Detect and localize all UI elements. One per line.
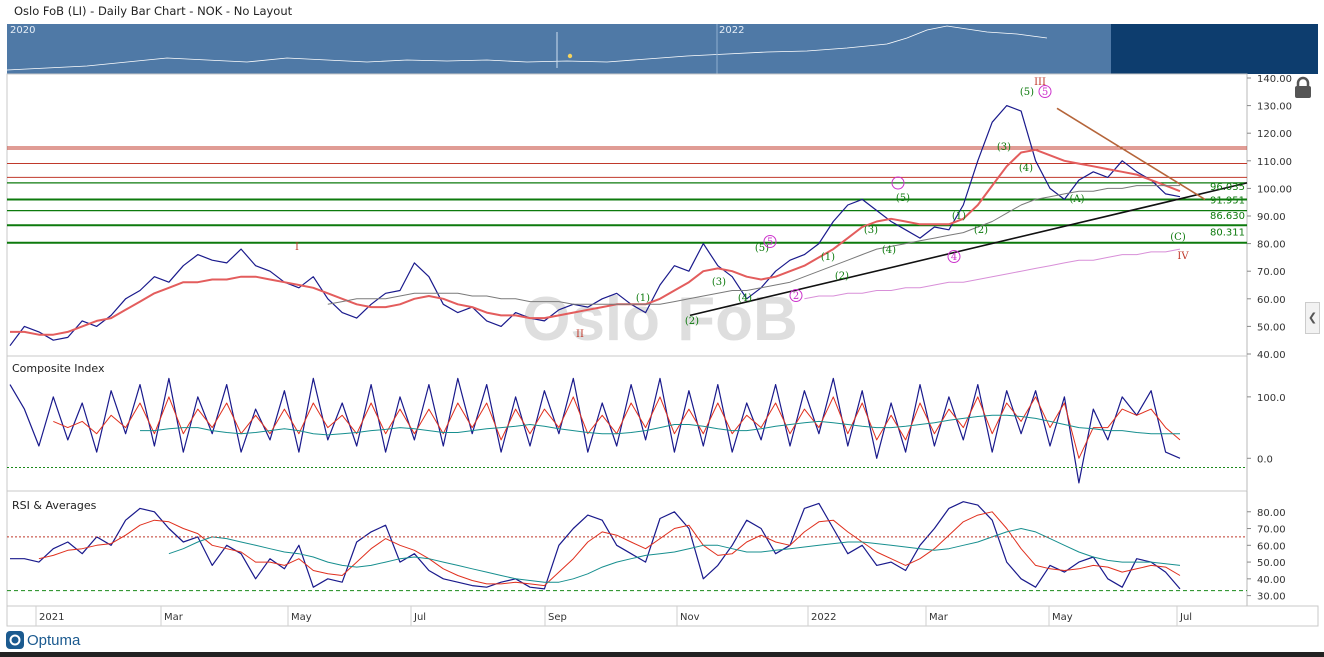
status-bar <box>0 652 1324 657</box>
x-tick-label: 2022 <box>811 612 836 623</box>
y-tick-label: 70.00 <box>1257 267 1286 278</box>
composite-series-line <box>9 377 1181 484</box>
wave-label: (2) <box>835 271 849 282</box>
wave-label: (3) <box>712 277 726 288</box>
optuma-logo-icon <box>6 631 24 649</box>
wave-label: (1) <box>821 252 835 263</box>
wave-label: (1) <box>952 211 966 222</box>
price-series-line <box>804 248 1181 300</box>
wave-circle <box>891 176 905 190</box>
wave-label: 5 <box>767 237 773 248</box>
x-tick-label: Jul <box>1179 612 1192 623</box>
level-label: 80.311 <box>1210 227 1245 238</box>
wave-label: (4) <box>738 293 752 304</box>
wave-label: (3) <box>997 142 1011 153</box>
y-tick-label: 130.00 <box>1257 102 1292 113</box>
rsi-series-line <box>10 501 1181 590</box>
wave-circle <box>789 289 803 302</box>
wave-label: (3) <box>864 225 878 236</box>
rsi-series-line <box>168 528 1181 583</box>
navigator-sparkline <box>7 24 1048 74</box>
downtrend-line <box>1056 107 1206 201</box>
composite-series-line <box>140 414 1180 436</box>
y-tick-label: 70.00 <box>1257 525 1286 536</box>
trendlines <box>689 107 1248 317</box>
y-tick-label: 140.00 <box>1257 74 1292 85</box>
panel-frame <box>6 490 1248 607</box>
navigator-year-2020: 2020 <box>10 25 36 36</box>
y-tick-label: 60.00 <box>1257 295 1286 306</box>
price-series-line <box>9 104 1181 347</box>
lock-icon[interactable] <box>1291 76 1315 100</box>
navigator-window[interactable] <box>1111 24 1318 74</box>
wave-label: 5 <box>1042 87 1048 98</box>
uptrend-line <box>689 182 1248 317</box>
x-tick-label: Nov <box>680 612 700 623</box>
rsi-title: RSI & Averages <box>12 499 97 512</box>
wave-label: (2) <box>685 316 699 327</box>
x-tick-label: Mar <box>164 612 184 623</box>
brand-logo: Optuma <box>6 631 80 649</box>
y-tick-label: 120.00 <box>1257 129 1292 140</box>
composite-series-line <box>53 396 1181 459</box>
x-tick-label: Mar <box>929 612 949 623</box>
wave-label: (5) <box>755 243 769 254</box>
y-tick-label: 90.00 <box>1257 212 1286 223</box>
wave-label: 4 <box>951 252 957 263</box>
wave-label: (5) <box>1020 87 1034 98</box>
x-tick-label: May <box>1052 612 1073 623</box>
x-tick-label: May <box>291 612 312 623</box>
wave-label: (2) <box>974 225 988 236</box>
y-tick-label: 60.00 <box>1257 541 1286 552</box>
price-series-line <box>327 185 1180 305</box>
wave-label: (4) <box>1019 163 1033 174</box>
y-tick-label: 40.00 <box>1257 350 1286 361</box>
x-axis-frame <box>6 605 1319 627</box>
wave-label: III <box>1034 77 1046 88</box>
y-tick-label: 0.0 <box>1257 454 1273 465</box>
y-tick-label: 40.00 <box>1257 575 1286 586</box>
level-label: 96.035 <box>1210 182 1245 193</box>
wave-label: (A) <box>1069 194 1084 205</box>
wave-circle <box>763 235 777 248</box>
x-tick-label: Sep <box>548 612 567 623</box>
rsi-series-line <box>38 511 1181 587</box>
x-tick-label: 2021 <box>39 612 64 623</box>
y-tick-label: 30.00 <box>1257 592 1286 603</box>
panel-borders <box>6 73 1319 627</box>
collapse-panel-button[interactable]: ❮ <box>1305 302 1320 334</box>
level-label: 91.951 <box>1210 196 1245 207</box>
wave-label: II <box>576 329 584 340</box>
watermark: Oslo FoB <box>522 285 798 354</box>
wave-label: (C) <box>1170 232 1186 243</box>
wave-circle <box>947 250 961 263</box>
chart-title: Oslo FoB (LI) - Daily Bar Chart - NOK - … <box>14 4 293 18</box>
wave-label: 2 <box>793 291 799 302</box>
y-tick-label: 50.00 <box>1257 558 1286 569</box>
composite-title: Composite Index <box>12 362 105 375</box>
wave-label: (1) <box>636 293 650 304</box>
navigator-bar[interactable]: 2020 2022 <box>7 24 1318 74</box>
x-tick-label: Jul <box>413 612 426 623</box>
y-tick-label: 110.00 <box>1257 157 1292 168</box>
wave-label: IV <box>1177 251 1189 262</box>
y-tick-label: 100.0 <box>1257 393 1286 404</box>
level-label: 86.630 <box>1210 211 1245 222</box>
navigator-marker <box>567 53 573 59</box>
y-tick-label: 50.00 <box>1257 322 1286 333</box>
wave-label: I <box>295 242 299 253</box>
navigator-year-2022: 2022 <box>719 25 745 36</box>
wave-circle <box>1038 85 1052 98</box>
price-series-line <box>10 148 1181 336</box>
y-tick-label: 80.00 <box>1257 508 1286 519</box>
y-tick-label: 100.00 <box>1257 184 1292 195</box>
wave-label: (5) <box>896 193 910 204</box>
y-tick-label: 80.00 <box>1257 240 1286 251</box>
wave-label: (4) <box>882 245 896 256</box>
brand-name: Optuma <box>27 631 81 649</box>
